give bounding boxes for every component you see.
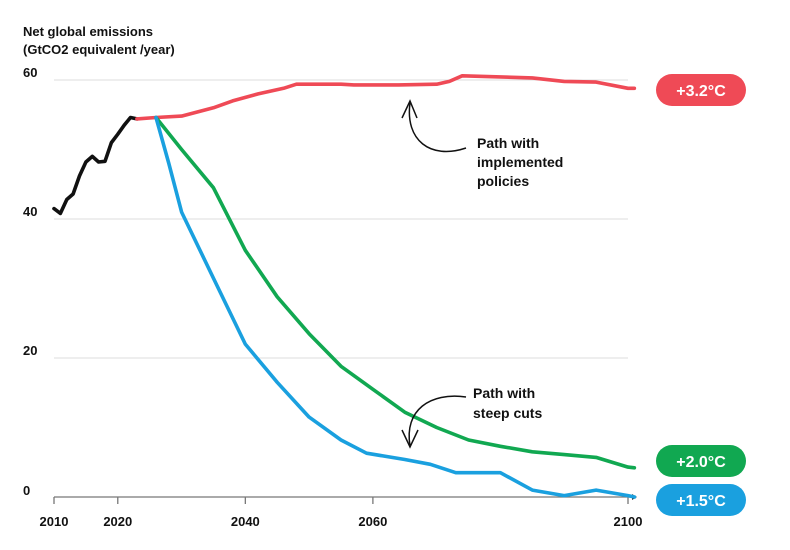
annotation-implemented-line-3: policies (477, 173, 529, 189)
annotation-steep-line-1: Path with (473, 385, 535, 401)
annotation-implemented-line-2: implemented (477, 154, 563, 170)
x-tick-labels: 2010 2020 2040 2060 2100 (40, 514, 643, 529)
annotation-steep-line-2: steep cuts (473, 405, 542, 421)
badge-2-0c-background (656, 445, 746, 477)
badge-3-2c: +3.2°C (656, 74, 746, 106)
annotation-steep-cuts: Path with steep cuts (401, 385, 542, 449)
x-axis (53, 494, 637, 504)
x-tick-label-2020: 2020 (103, 514, 132, 529)
badge-3-2c-background (656, 74, 746, 106)
series-line-2c (154, 115, 637, 470)
badge-1-5c: +1.5°C (656, 484, 746, 516)
y-axis-title-line-2: (GtCO2 equivalent /year) (23, 42, 175, 57)
x-tick-label-2060: 2060 (358, 514, 387, 529)
y-tick-label-0: 0 (23, 483, 30, 498)
annotation-arrow-curve (408, 395, 467, 447)
x-tick-label-2010: 2010 (40, 514, 69, 529)
y-axis-title-line-1: Net global emissions (23, 24, 153, 39)
y-tick-label-40: 40 (23, 204, 37, 219)
badge-2-0c-label: +2.0°C (676, 454, 726, 471)
y-tick-labels: 0 20 40 60 (23, 65, 37, 498)
x-tick-label-2040: 2040 (231, 514, 260, 529)
gridlines (54, 79, 628, 359)
x-tick-label-2100: 2100 (614, 514, 643, 529)
badge-3-2c-label: +3.2°C (676, 83, 726, 100)
series-lines (52, 74, 637, 499)
annotation-implemented-policies: Path with implemented policies (401, 99, 563, 189)
y-tick-label-20: 20 (23, 343, 37, 358)
series-line-historical (52, 115, 139, 216)
annotation-implemented-line-1: Path with (477, 135, 539, 151)
series-line-1_5c (154, 115, 637, 499)
annotation-arrowhead (401, 429, 419, 449)
annotation-arrow-curve (408, 102, 467, 153)
badge-2-0c: +2.0°C (656, 445, 746, 477)
y-tick-label-60: 60 (23, 65, 37, 80)
series-line-implemented (135, 74, 637, 121)
badge-1-5c-background (656, 484, 746, 516)
badge-1-5c-label: +1.5°C (676, 493, 726, 510)
annotation-arrowhead (401, 99, 418, 119)
